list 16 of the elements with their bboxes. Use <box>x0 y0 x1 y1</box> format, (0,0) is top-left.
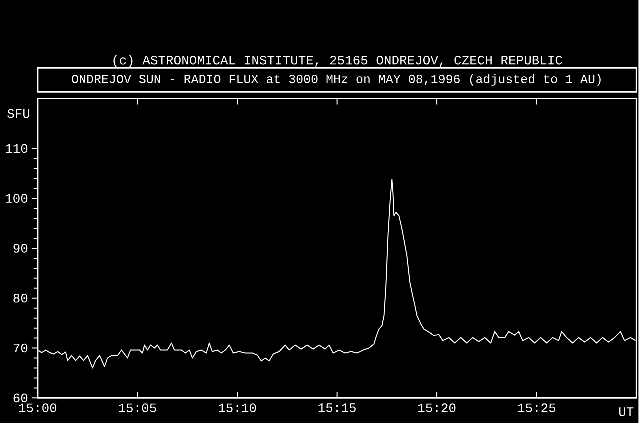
y-tick-label: 110 <box>6 144 28 154</box>
x-tick-label: 15:05 <box>119 404 156 412</box>
y-tick-label: 60 <box>14 394 28 403</box>
x-tick-label: 15:10 <box>219 404 256 412</box>
y-axis-title: SFU <box>8 109 30 118</box>
x-axis-title: UT <box>620 408 634 416</box>
y-tick-label: 70 <box>14 344 28 353</box>
x-tick-label: 15:20 <box>418 404 456 412</box>
chart-title: ONDREJOV SUN - RADIO FLUX at 3000 MHz on MAY 08,1996 (adjusted to 1 AU) <box>72 74 601 86</box>
y-tick-label: 100 <box>6 194 28 203</box>
text: (c) ASTRONOMICAL INSTITUTE, 25165 ONDREJOV, CZECH REPUBLIC <box>114 55 562 68</box>
y-tick-label: 90 <box>14 244 28 253</box>
y-tick-label: 80 <box>14 294 28 303</box>
x-tick-label: 15:15 <box>318 404 356 412</box>
x-tick-label: 15:00 <box>19 404 57 412</box>
x-tick-label: 15:25 <box>518 404 556 412</box>
